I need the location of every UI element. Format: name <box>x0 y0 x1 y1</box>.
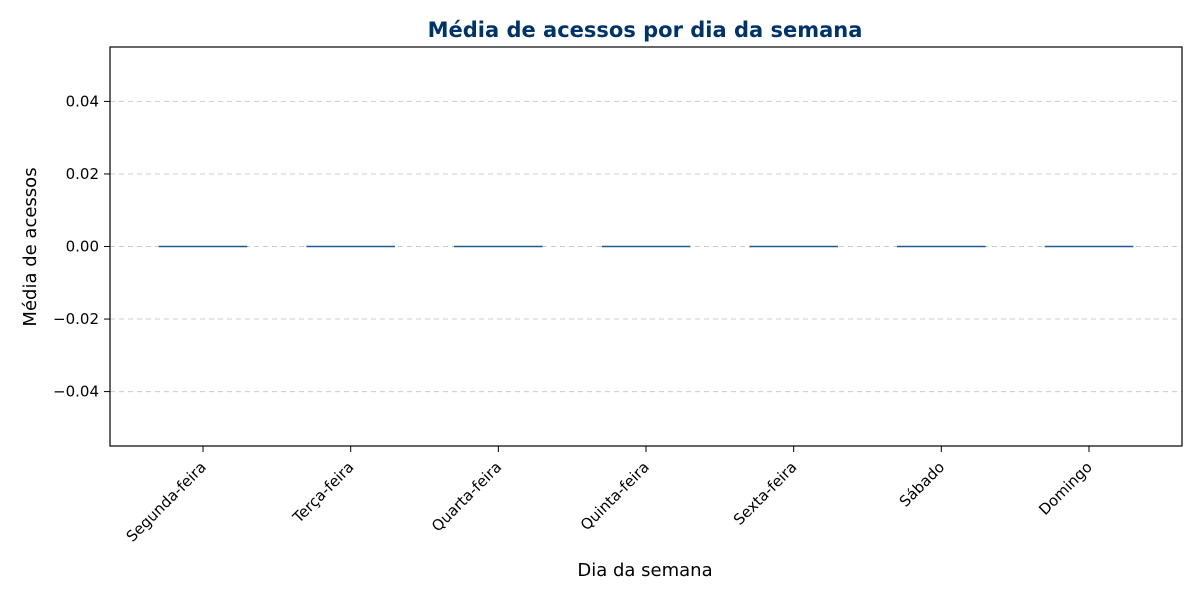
chart-title: Média de acessos por dia da semana <box>428 18 863 42</box>
x-axis-label: Dia da semana <box>577 560 712 581</box>
y-tick-label: 0.04 <box>66 92 99 110</box>
y-axis-ticks: −0.04 −0.02 0.00 0.02 0.04 <box>53 92 110 401</box>
y-tick-label: −0.04 <box>53 383 99 401</box>
bar <box>897 245 986 248</box>
bar <box>601 245 691 248</box>
y-tick-label: 0.00 <box>66 238 99 256</box>
x-tick-label: Domingo <box>1035 458 1096 519</box>
bar <box>749 245 838 248</box>
y-tick-label: 0.02 <box>66 165 99 183</box>
x-tick-label: Terça-feira <box>289 458 358 527</box>
bar <box>454 245 543 248</box>
bar <box>158 245 248 248</box>
x-tick-label: Quinta-feira <box>577 458 653 534</box>
y-tick-label: −0.02 <box>53 310 99 328</box>
bar <box>306 245 395 248</box>
x-tick-label: Sexta-feira <box>730 458 801 529</box>
bars <box>158 245 1134 248</box>
x-tick-label: Segunda-feira <box>123 458 210 545</box>
bar <box>1044 245 1134 248</box>
y-axis-label: Média de acessos <box>20 167 41 326</box>
x-tick-label: Sábado <box>896 458 948 510</box>
x-tick-label: Quarta-feira <box>428 458 505 535</box>
x-axis-ticks: Segunda-feira Terça-feira Quarta-feira Quin… <box>123 446 1096 545</box>
